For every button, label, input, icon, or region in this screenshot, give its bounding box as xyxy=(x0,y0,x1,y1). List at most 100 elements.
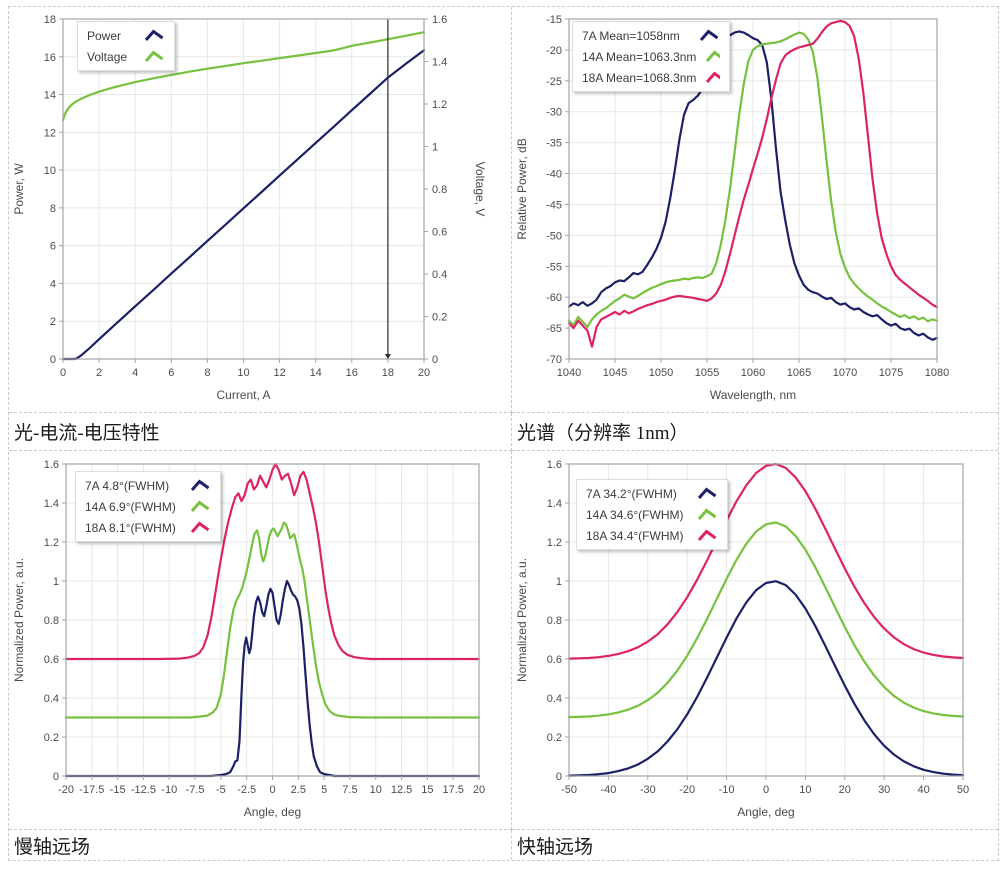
caption-cell-liv: 光-电流-电压特性 xyxy=(9,413,512,451)
y-axis-title: Power, W xyxy=(12,163,26,215)
y-tick-label: 1.4 xyxy=(44,498,59,510)
legend-label: Voltage xyxy=(87,49,128,64)
y-tick-label: 0.6 xyxy=(44,654,59,666)
x-tick-label: 18 xyxy=(382,367,394,379)
series-line-green xyxy=(567,31,939,328)
legend-line-sample-icon xyxy=(706,71,720,83)
y-tick-label: 16 xyxy=(44,52,56,64)
y-tick-label: 0.8 xyxy=(547,615,562,627)
x-tick-label: 15 xyxy=(421,784,433,796)
right-y-tick-label: 0.2 xyxy=(432,312,447,324)
legend-item: 14A Mean=1063.3nm xyxy=(582,46,720,67)
x-tick-label: -15 xyxy=(110,784,126,796)
x-tick-label: 8 xyxy=(204,367,210,379)
series-line-green xyxy=(567,521,965,719)
legend-label: Power xyxy=(87,28,122,43)
y-tick-label: -65 xyxy=(546,323,562,335)
x-tick-label: 12.5 xyxy=(391,784,412,796)
liv-curve-plot: 0 2 4 6 8 10 12 14 16 18 2002468101214161800.20.40… xyxy=(12,14,487,402)
x-tick-label: 4 xyxy=(132,367,138,379)
x-tick-label: -20 xyxy=(679,784,695,796)
legend-label: 18A Mean=1068.3nm xyxy=(582,70,697,85)
y-tick-label: -25 xyxy=(546,76,562,88)
x-axis-title: Angle, deg xyxy=(737,805,794,819)
cursor-arrow-icon xyxy=(384,354,391,359)
x-tick-label: 5 xyxy=(321,784,327,796)
x-tick-label: -10 xyxy=(161,784,177,796)
x-tick-label: -7.5 xyxy=(186,784,205,796)
fast-axis-far-field-legend: 7A 34.2°(FWHM) 14A 34.6°(FWHM) 18A 34.4°(F… xyxy=(576,479,728,550)
y-tick-label: 0.8 xyxy=(44,615,59,627)
caption-cell-spectrum: 光谱（分辨率 1nm） xyxy=(512,413,998,451)
legend-line-sample-icon xyxy=(191,500,210,512)
y-tick-label: -50 xyxy=(546,230,562,242)
right-y-tick-label: 1.4 xyxy=(432,57,447,69)
y-tick-label: -35 xyxy=(546,138,562,150)
y-tick-label: 0.6 xyxy=(547,654,562,666)
right-y-tick-label: 0.4 xyxy=(432,269,447,281)
x-tick-label: 7.5 xyxy=(342,784,357,796)
series-line-green xyxy=(61,31,426,122)
y-tick-label: 10 xyxy=(44,165,56,177)
series-line-green xyxy=(64,521,481,719)
y-tick-label: 12 xyxy=(44,127,56,139)
series-line-navy xyxy=(61,49,426,361)
y-tick-label: 1.4 xyxy=(547,498,562,510)
chart-spectrum-cell: 1040 1045 1050 1055 1060 1065 1070 1075 1080 -70 -… xyxy=(512,7,998,413)
x-tick-label: 10 xyxy=(237,367,249,379)
series-line-navy xyxy=(567,30,939,341)
figure-caption-liv: 光-电流-电压特性 xyxy=(14,423,160,444)
legend-item: Power xyxy=(87,25,165,46)
legend-line-sample-icon xyxy=(145,29,164,41)
legend-item: 7A 34.2°(FWHM) xyxy=(586,483,718,504)
right-y-tick-label: 1.2 xyxy=(432,99,447,111)
x-tick-label: 2 xyxy=(96,367,102,379)
legend-item: Voltage xyxy=(87,46,165,67)
y-tick-label: 18 xyxy=(44,14,56,26)
x-tick-label: 6 xyxy=(168,367,174,379)
x-tick-label: 1065 xyxy=(787,367,811,379)
legend-label: 18A 8.1°(FWHM) xyxy=(85,520,176,535)
y-tick-label: 0 xyxy=(556,771,562,783)
y-tick-label: 2 xyxy=(50,316,56,328)
y-axis-title: Relative Power, dB xyxy=(515,138,529,239)
y-tick-label: -30 xyxy=(546,107,562,119)
x-tick-label: 14 xyxy=(310,367,322,379)
spectrum-legend: 7A Mean=1058nm 14A Mean=1063.3nm 18A Mean=… xyxy=(572,21,730,92)
x-tick-label: -17.5 xyxy=(79,784,104,796)
x-tick-label: 10 xyxy=(370,784,382,796)
chart-slow-axis-cell: -20 -17.5 -15 -12.5 -10 -7.5 -5 -2.5 0 2.5 5 7.5 10 1… xyxy=(9,451,512,830)
y-tick-label: 14 xyxy=(44,90,56,102)
x-tick-label: 1060 xyxy=(741,367,765,379)
y-tick-label: 1.2 xyxy=(547,537,562,549)
y-axis-title: Normalized Power, a.u. xyxy=(12,558,26,682)
x-tick-label: 20 xyxy=(418,367,430,379)
x-tick-label: 30 xyxy=(878,784,890,796)
right-y-tick-label: 0.6 xyxy=(432,227,447,239)
legend-item: 18A 34.4°(FWHM) xyxy=(586,525,718,546)
legend-line-sample-icon xyxy=(698,487,717,499)
caption-cell-fast-axis: 快轴远场 xyxy=(512,830,998,860)
right-y-tick-label: 0.8 xyxy=(432,184,447,196)
liv-curve-legend: Power Voltage xyxy=(77,21,175,71)
figure-table: 0 2 4 6 8 10 12 14 16 18 20 0 2 4 6 8 10 12 14 16 18 0 0.2 0.4 0… xyxy=(8,6,999,861)
legend-label: 18A 34.4°(FWHM) xyxy=(586,528,684,543)
legend-item: 14A 6.9°(FWHM) xyxy=(85,496,211,517)
figure-caption-fast-axis: 快轴远场 xyxy=(517,836,594,858)
x-tick-label: 0 xyxy=(763,784,769,796)
right-y-tick-label: 1 xyxy=(432,142,438,154)
x-tick-label: 1070 xyxy=(833,367,857,379)
y-tick-label: -45 xyxy=(546,199,562,211)
legend-item: 7A 4.8°(FWHM) xyxy=(85,475,211,496)
y-tick-label: 1 xyxy=(53,576,59,588)
x-tick-label: 20 xyxy=(839,784,851,796)
x-tick-label: -20 xyxy=(58,784,74,796)
x-axis-title: Angle, deg xyxy=(244,805,301,819)
y-tick-label: 1 xyxy=(556,576,562,588)
x-tick-label: -12.5 xyxy=(131,784,156,796)
y-tick-label: -70 xyxy=(546,354,562,366)
figure-caption-spectrum: 光谱（分辨率 1nm） xyxy=(517,423,689,444)
chart-liv-cell: 0 2 4 6 8 10 12 14 16 18 20 0 2 4 6 8 10 12 14 16 18 0 0.2 0.4 0… xyxy=(9,7,512,413)
legend-label: 7A 4.8°(FWHM) xyxy=(85,478,170,493)
legend-item: 18A Mean=1068.3nm xyxy=(582,67,720,88)
